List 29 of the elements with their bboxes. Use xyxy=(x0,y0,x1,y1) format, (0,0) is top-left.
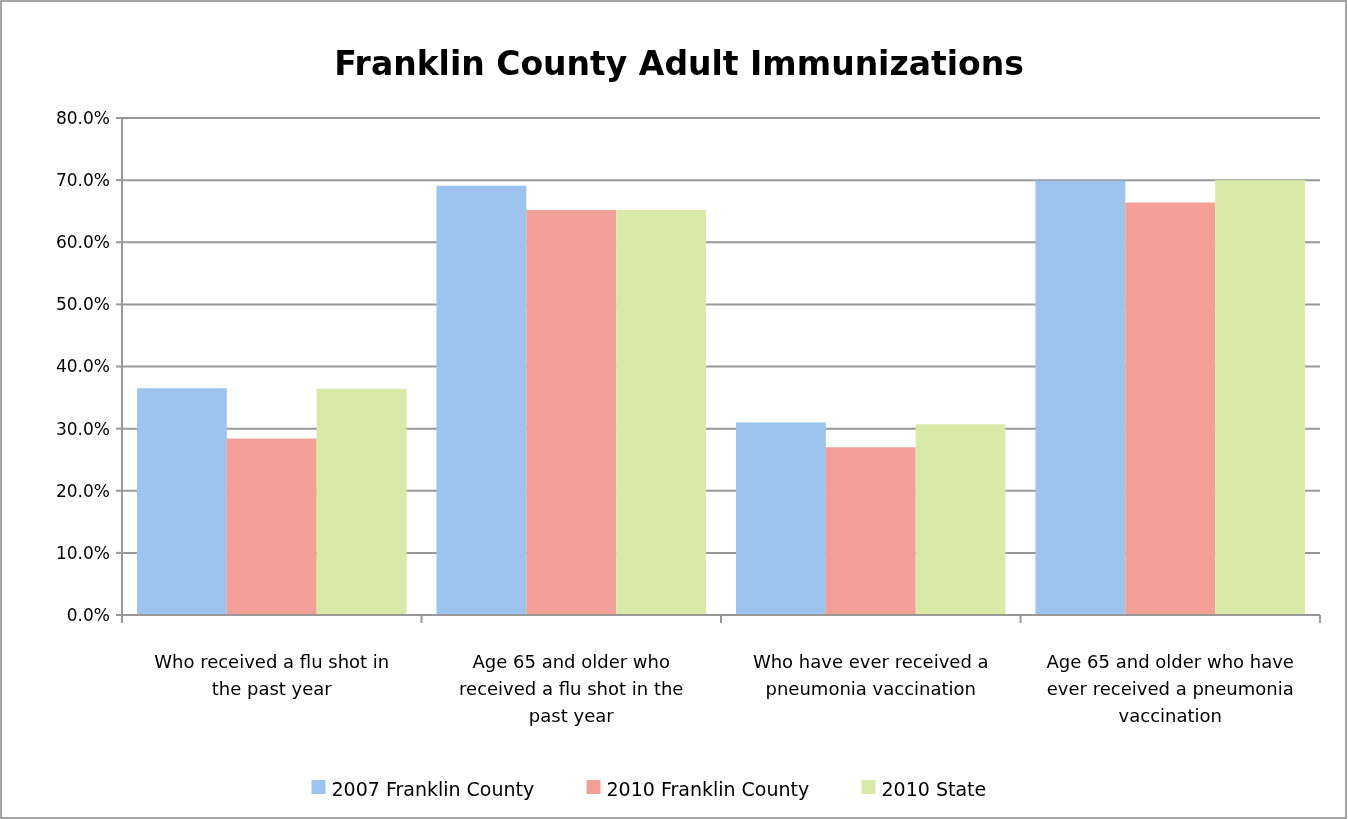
x-tick-label: Age 65 and older who have ever received a pneumonia vaccination xyxy=(1046,651,1294,726)
y-tick-label: 50.0% xyxy=(55,294,110,315)
legend-label: 2007 Franklin County xyxy=(331,777,535,800)
bar xyxy=(616,209,707,615)
x-tick-label: Age 65 and older who received a flu shot in the past year xyxy=(459,651,684,726)
y-tick-label: 0.0% xyxy=(66,604,110,625)
bar xyxy=(316,388,407,615)
y-tick-label: 20.0% xyxy=(55,480,110,501)
bar xyxy=(226,438,317,615)
bar xyxy=(1035,180,1126,615)
bar xyxy=(825,447,916,615)
y-tick-label: 10.0% xyxy=(55,542,110,563)
y-tick-label: 70.0% xyxy=(55,170,110,191)
y-tick-label: 80.0% xyxy=(55,107,110,128)
y-tick-label: 60.0% xyxy=(55,232,110,253)
bar xyxy=(915,424,1006,615)
bar xyxy=(1125,202,1216,615)
bar xyxy=(436,185,527,615)
bar xyxy=(1215,180,1306,615)
legend-label: 2010 State xyxy=(881,777,987,800)
bar xyxy=(735,422,826,615)
y-tick-label: 40.0% xyxy=(55,356,110,377)
bar xyxy=(136,388,227,615)
y-tick-label: 30.0% xyxy=(55,418,110,439)
bar xyxy=(526,209,617,615)
x-tick-label: Who received a flu shot in the past year xyxy=(154,651,390,699)
legend-label: 2010 Franklin County xyxy=(606,777,810,800)
chart-title: Franklin County Adult Immunizations xyxy=(334,44,1024,83)
x-tick-label: Who have ever received a pneumonia vaccination xyxy=(752,651,989,699)
